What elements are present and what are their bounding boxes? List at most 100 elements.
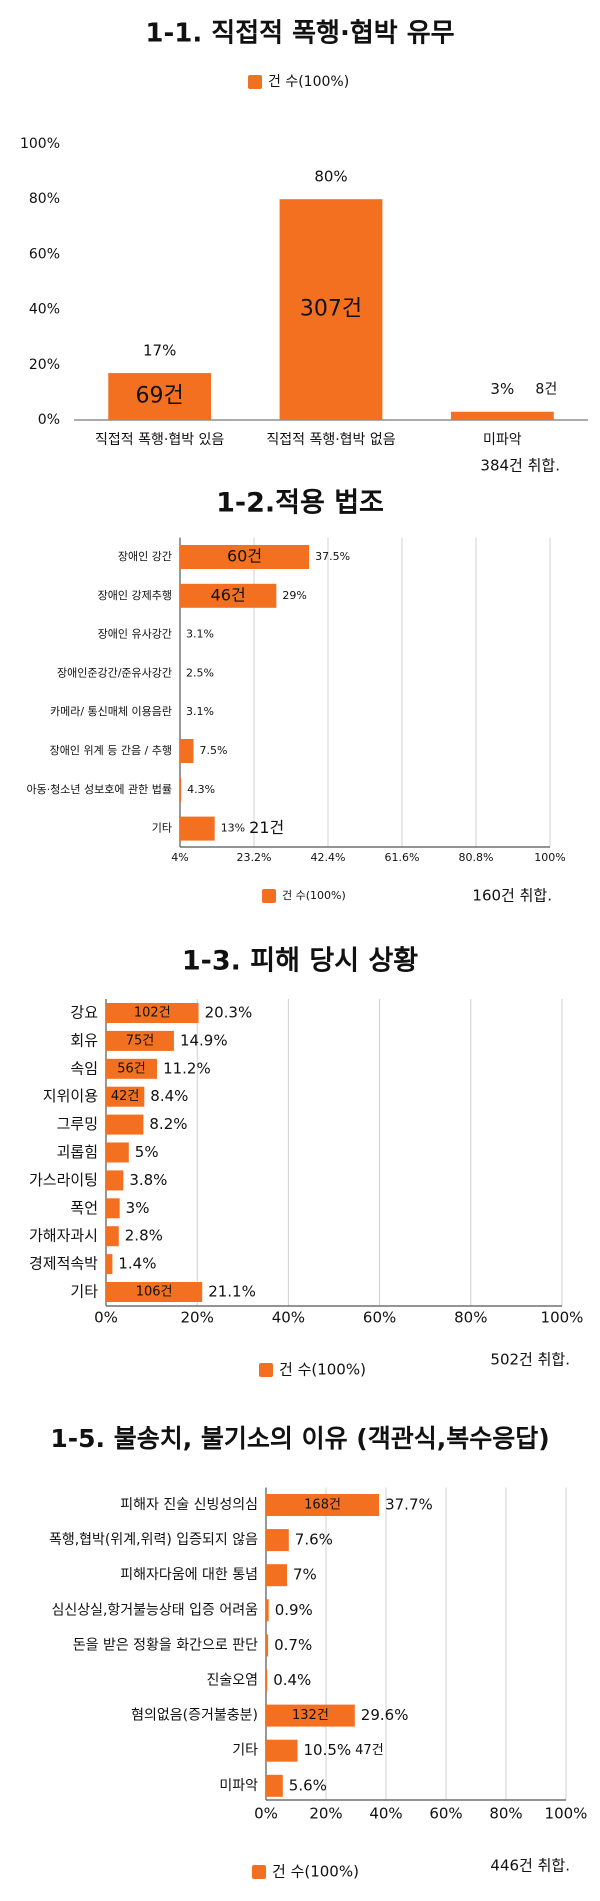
bar — [266, 1739, 298, 1762]
count-label: 75건 — [126, 1033, 155, 1048]
value-label: 0.4% — [273, 1671, 311, 1689]
bar — [266, 1634, 269, 1657]
y-tick-label: 기타 — [70, 1283, 98, 1301]
y-tick-label: 혐의없음(증거불충분) — [131, 1708, 258, 1724]
x-tick-label: 23.2% — [237, 851, 272, 864]
value-label: 0.7% — [274, 1636, 312, 1654]
value-label: 4.3% — [187, 783, 215, 796]
bar — [450, 411, 554, 420]
x-tick-label: 80% — [454, 1309, 487, 1327]
count-label: 102건 — [134, 1006, 171, 1021]
count-label: 106건 — [136, 1285, 173, 1300]
value-label: 20.3% — [205, 1004, 253, 1022]
legend-swatch — [252, 1865, 266, 1879]
y-tick-label: 폭언 — [70, 1199, 98, 1217]
value-label: 7.6% — [295, 1531, 333, 1549]
y-tick-label: 기타 — [232, 1743, 258, 1759]
value-label: 8.2% — [149, 1115, 187, 1133]
value-label: 11.2% — [163, 1059, 211, 1077]
bar — [266, 1669, 268, 1692]
value-label: 5.6% — [289, 1776, 327, 1794]
bar — [266, 1704, 355, 1727]
y-tick-label: 20% — [29, 357, 60, 373]
count-label: 132건 — [292, 1708, 329, 1723]
bars — [106, 1003, 203, 1302]
note: 160건 취합. — [472, 887, 552, 905]
note: 502건 취합. — [490, 1351, 570, 1369]
value-label: 1.4% — [118, 1255, 156, 1273]
bar — [106, 1003, 199, 1023]
x-tick-label: 40% — [369, 1805, 402, 1823]
value-label: 2.8% — [125, 1227, 163, 1245]
x-tick-label: 61.6% — [385, 851, 420, 864]
bar — [180, 777, 182, 802]
bar — [106, 1198, 120, 1219]
y-tick-label: 폭행,협박(위계,위력) 입증되지 않음 — [49, 1532, 258, 1548]
y-tick-label: 돈을 받은 정황을 화간으로 판단 — [73, 1637, 258, 1653]
y-tick-label: 피해자 진술 신빙성의심 — [120, 1497, 258, 1513]
y-tick-label: 장애인 강간 — [118, 550, 172, 563]
y-tick-label: 심신상실,항거불능상태 입증 어려움 — [51, 1602, 258, 1618]
value-label: 3.8% — [129, 1171, 167, 1189]
legend-label: 건 수(100%) — [268, 74, 349, 90]
x-tick-label: 직접적 폭행·협박 있음 — [95, 432, 224, 448]
value-label: 13% — [221, 822, 245, 835]
value-label: 7.5% — [199, 744, 227, 757]
y-tick-label: 진술오염 — [206, 1673, 258, 1689]
x-tick-label: 100% — [541, 1309, 584, 1327]
x-tick-label: 20% — [309, 1805, 342, 1823]
y-tick-label: 경제적속박 — [29, 1255, 98, 1273]
bar — [106, 1282, 203, 1302]
bar — [266, 1599, 269, 1622]
y-tick-label: 장애인준강간/준유사강간 — [57, 666, 172, 679]
value-label: 29% — [282, 589, 306, 602]
x-tick-label: 42.4% — [311, 851, 346, 864]
y-tick-label: 피해자다움에 대한 통념 — [120, 1567, 258, 1583]
legend-swatch — [259, 1363, 273, 1377]
chart-title: 1-2.적용 법조 — [216, 488, 384, 519]
y-tick-label: 장애인 위계 등 간음 / 추행 — [50, 744, 172, 757]
bar — [106, 1254, 113, 1275]
value-label: 3% — [126, 1199, 150, 1217]
count-label: 60건 — [227, 547, 262, 566]
note: 384건 취합. — [480, 457, 560, 475]
value-label: 5% — [135, 1143, 159, 1161]
count-label: 21건 — [249, 818, 284, 837]
value-label: 37.5% — [315, 550, 350, 563]
y-tick-label: 미파악 — [219, 1778, 258, 1794]
y-tick-label: 60% — [29, 246, 60, 262]
count-label: 42건 — [111, 1089, 140, 1104]
y-tick-label: 장애인 강제추행 — [98, 589, 172, 602]
count-label: 307건 — [300, 297, 362, 322]
x-tick-label: 직접적 폭행·협박 없음 — [266, 432, 395, 448]
bar — [180, 739, 194, 763]
legend-swatch — [248, 75, 262, 89]
count-label: 47건 — [355, 1743, 384, 1758]
y-tick-label: 40% — [29, 302, 60, 318]
y-tick-label: 속임 — [70, 1059, 98, 1077]
legend-swatch — [262, 889, 276, 903]
y-tick-label: 기타 — [152, 822, 172, 835]
bar — [108, 373, 212, 420]
count-label: 168건 — [304, 1498, 341, 1513]
x-tick-label: 40% — [272, 1309, 305, 1327]
x-tick-label: 80.8% — [459, 851, 494, 864]
bar — [106, 1170, 124, 1191]
bar — [180, 545, 310, 569]
bar — [266, 1494, 380, 1516]
chart-title: 1-3. 피해 당시 상황 — [182, 946, 418, 977]
value-label: 3.1% — [186, 705, 214, 718]
y-tick-label: 가스라이팅 — [29, 1171, 98, 1189]
value-label: 37.7% — [385, 1496, 433, 1514]
x-tick-label: 0% — [94, 1309, 118, 1327]
chart-title: 1-1. 직접적 폭행·협박 유무 — [145, 19, 454, 49]
value-label: 14.9% — [180, 1031, 228, 1049]
y-tick-label: 아동·청소년 성보호에 관한 법률 — [26, 783, 172, 796]
value-label: 3.1% — [186, 628, 214, 641]
value-label: 10.5% — [304, 1741, 352, 1759]
bar — [180, 816, 215, 841]
bar — [106, 1226, 119, 1247]
y-tick-label: 0% — [38, 412, 60, 428]
chart-title: 1-5. 불송치, 불기소의 이유 (객관식,복수응답) — [50, 1424, 549, 1453]
note: 446건 취합. — [490, 1857, 570, 1875]
